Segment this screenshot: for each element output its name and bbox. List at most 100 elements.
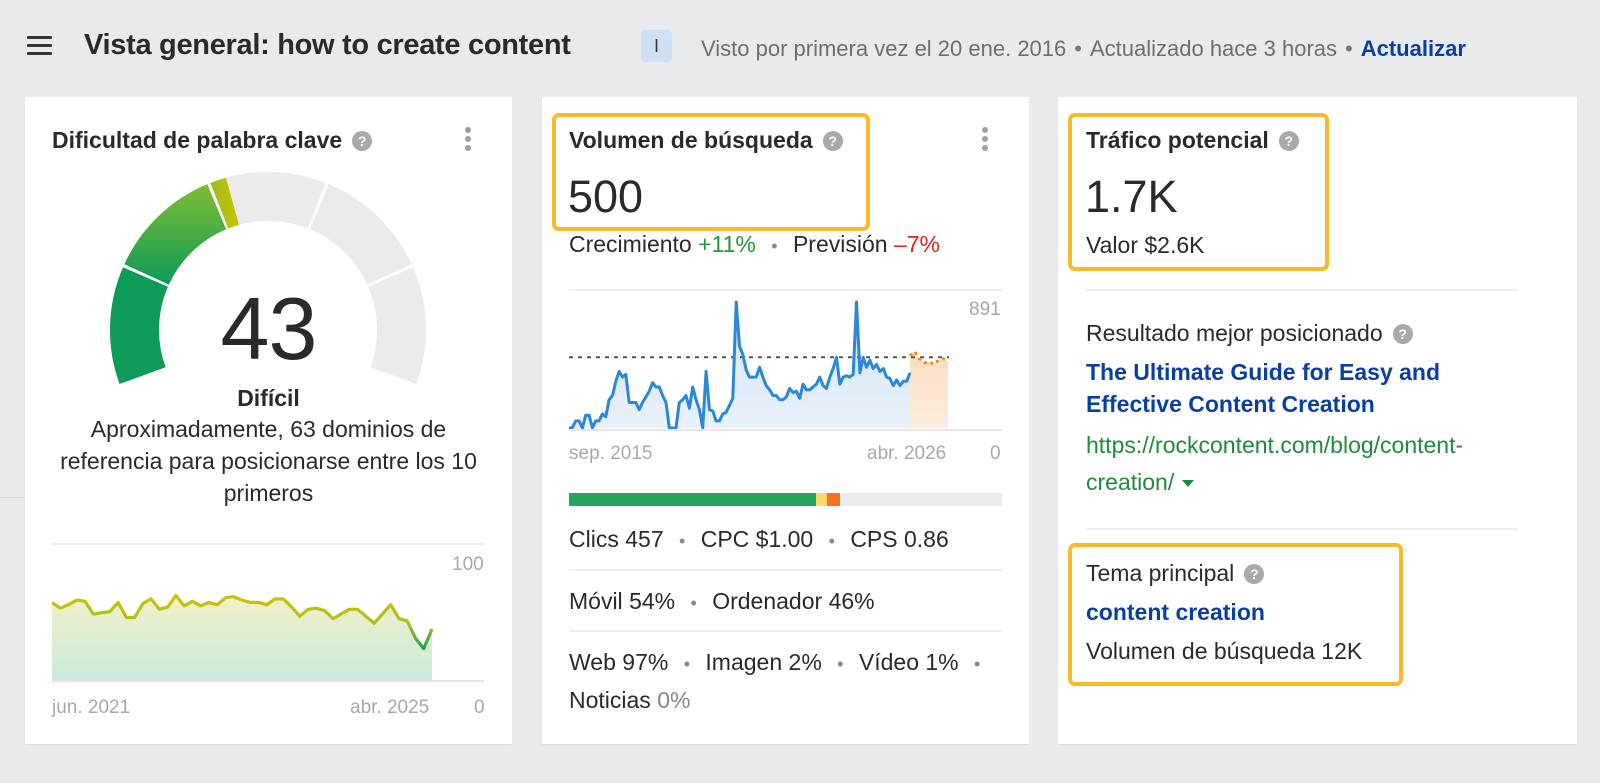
image-label: Imagen [705, 649, 783, 675]
separator-dot: • [679, 531, 686, 551]
chart-top-border [569, 289, 1002, 291]
traffic-potential-title-text: Tráfico potencial [1086, 127, 1269, 153]
web-label: Web [569, 649, 616, 675]
highlight-box [1068, 543, 1403, 686]
separator-dot: • [974, 654, 981, 674]
refresh-link[interactable]: Actualizar [1360, 36, 1466, 61]
traffic-potential-title: Tráfico potencial ? [1086, 127, 1299, 154]
search-volume-title-text: Volumen de búsqueda [569, 127, 813, 153]
desktop-value: 46% [828, 588, 875, 614]
traffic-value: Valor $2.6K [1086, 232, 1205, 258]
y-axis-min-label: 0 [474, 697, 485, 718]
divider [569, 630, 1002, 632]
cpc-label: CPC [700, 526, 750, 552]
search-volume-title: Volumen de búsqueda ? [569, 127, 843, 154]
top-result-title-link[interactable]: The Ultimate Guide for Easy and Effectiv… [1086, 359, 1441, 417]
parent-topic-heading: Tema principal ? [1086, 560, 1265, 587]
parent-topic-link[interactable]: content creation [1086, 599, 1265, 625]
separator-dot: • [1345, 36, 1353, 61]
help-icon[interactable]: ? [1244, 563, 1265, 584]
difficulty-label: Difícil [237, 385, 300, 411]
clicks-row: Clics 457 • CPC $1.00 • CPS 0.86 [569, 526, 949, 553]
more-options-icon[interactable] [980, 127, 990, 155]
video-label: Vídeo [858, 649, 919, 675]
click-bar-segment-paid [815, 493, 827, 506]
help-icon[interactable]: ? [352, 130, 373, 151]
separator-dot: • [828, 531, 835, 551]
growth-forecast-line: Crecimiento +11% • Previsión –7% [569, 231, 940, 258]
click-bar-segment-clicks [569, 493, 816, 506]
separator-dot: • [837, 654, 844, 674]
separator-dot: • [771, 236, 778, 256]
page-header: Vista general: how to create content I V… [0, 0, 1600, 95]
divider [1086, 289, 1518, 291]
cps-label: CPS [850, 526, 898, 552]
separator-dot: • [683, 654, 691, 674]
more-options-icon[interactable] [463, 127, 473, 155]
mobile-value: 54% [629, 588, 676, 614]
top-result-label: Resultado mejor posicionado [1086, 320, 1383, 346]
desktop-label: Ordenador [712, 588, 823, 614]
top-result-heading: Resultado mejor posicionado ? [1086, 320, 1413, 347]
difficulty-score: 43 [220, 279, 318, 378]
clicks-distribution-bar [569, 493, 1002, 506]
x-axis-start-label: jun. 2021 [52, 697, 131, 718]
y-axis-max-label: 100 [452, 554, 484, 575]
x-axis-end-label: abr. 2025 [350, 697, 430, 718]
news-value: 0% [657, 687, 691, 713]
chart-top-border [52, 543, 484, 545]
y-axis-min-label: 0 [990, 443, 1001, 464]
page-title: Vista general: how to create content [84, 29, 571, 61]
divider [1086, 528, 1518, 530]
serp-type-row: Web 97% • Imagen 2% • Vídeo 1% • [569, 649, 989, 676]
y-axis-max-label: 891 [969, 299, 1001, 320]
web-value: 97% [622, 649, 669, 675]
clicks-label: Clics [569, 526, 619, 552]
help-icon[interactable]: ? [1278, 130, 1299, 151]
header-meta: Visto por primera vez el 20 ene. 2016 • Ac… [701, 36, 1466, 62]
highlight-box [552, 113, 870, 231]
top-result-url-link[interactable]: https://rockcontent.com/blog/content-cre… [1086, 427, 1536, 501]
dropdown-caret-icon[interactable] [1182, 480, 1195, 488]
divider [569, 569, 1002, 571]
first-seen-text: Visto por primera vez el 20 ene. 2016 [701, 36, 1067, 61]
click-bar-segment-no-click [826, 493, 840, 506]
keyword-difficulty-card: Dificultad de palabra clave ? 43 Difícil… [25, 97, 512, 744]
intent-badge[interactable]: I [641, 30, 672, 62]
keyword-difficulty-title: Dificultad de palabra clave ? [52, 127, 373, 154]
growth-label: Crecimiento [569, 231, 692, 257]
search-volume-value: 500 [568, 171, 644, 222]
cps-value: 0.86 [904, 526, 949, 552]
cpc-value: $1.00 [755, 526, 814, 552]
x-axis-end-label: abr. 2026 [867, 443, 947, 464]
hamburger-menu-icon[interactable] [27, 36, 52, 56]
x-axis-start-label: sep. 2015 [569, 443, 653, 464]
image-value: 2% [788, 649, 822, 675]
difficulty-gauge [109, 172, 426, 385]
forecast-value: –7% [893, 231, 941, 257]
top-result-url[interactable]: https://rockcontent.com/blog/content-cre… [1086, 432, 1464, 495]
forecast-label: Previsión [792, 231, 888, 257]
device-row: Móvil 54% • Ordenador 46% [569, 588, 875, 615]
updated-text: Actualizado hace 3 horas [1089, 36, 1338, 61]
difficulty-description: Aproximadamente, 63 dominios de referenc… [60, 416, 477, 506]
video-value: 1% [925, 649, 959, 675]
separator-dot: • [1074, 36, 1082, 61]
mobile-label: Móvil [569, 588, 623, 614]
parent-topic-volume: Volumen de búsqueda 12K [1086, 638, 1363, 664]
search-volume-card: Volumen de búsqueda ? 500 Crecimiento +1… [542, 97, 1029, 744]
search-volume-history-chart [569, 300, 1002, 431]
traffic-potential-value: 1.7K [1085, 171, 1178, 222]
serp-type-row-2: Noticias 0% [569, 687, 690, 714]
help-icon[interactable]: ? [1392, 323, 1413, 344]
divider [0, 497, 25, 498]
highlight-box [1068, 113, 1329, 271]
traffic-potential-card: Tráfico potencial ? 1.7K Valor $2.6K Res… [1058, 97, 1577, 744]
help-icon[interactable]: ? [822, 130, 843, 151]
growth-value: +11% [698, 231, 756, 257]
difficulty-history-chart [52, 593, 484, 682]
parent-topic-label: Tema principal [1086, 560, 1235, 586]
separator-dot: • [690, 593, 697, 613]
news-label: Noticias [569, 687, 651, 713]
keyword-difficulty-title-text: Dificultad de palabra clave [52, 127, 343, 153]
